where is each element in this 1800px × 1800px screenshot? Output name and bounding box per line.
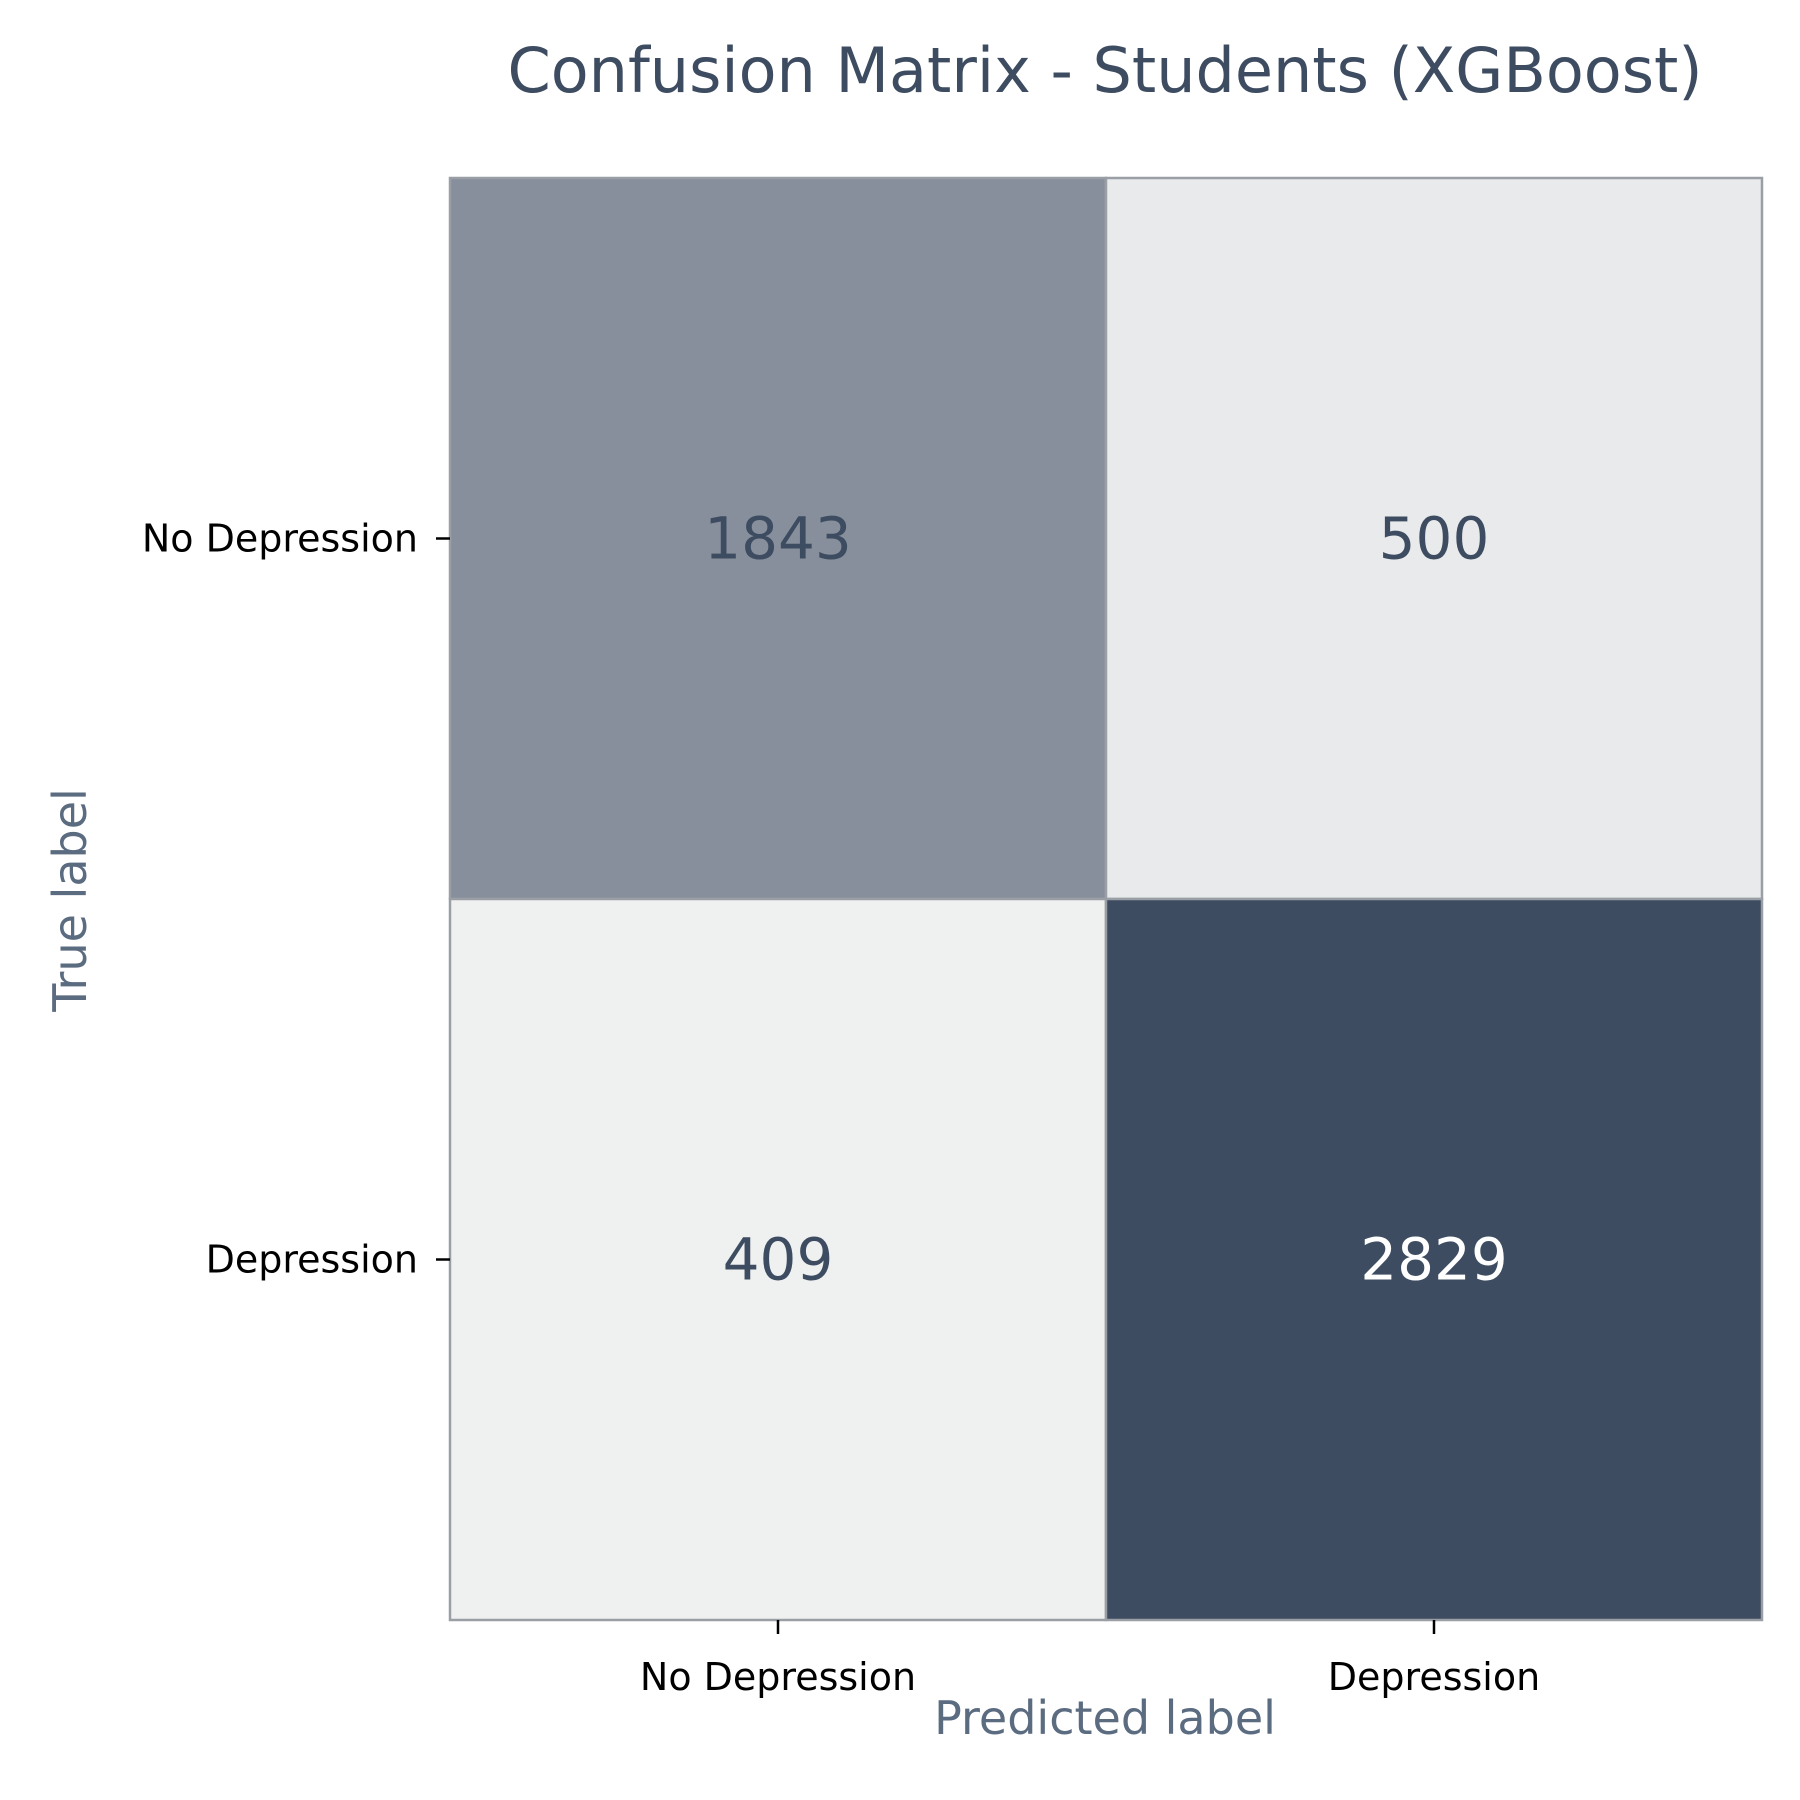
y-tick-label: Depression	[206, 1238, 418, 1282]
heatmap-cell-r0-c0	[448, 176, 1108, 901]
cell-value-r0-c1: 500	[1379, 505, 1490, 573]
x-tick-label: Depression	[1328, 1655, 1540, 1699]
plot-frame	[449, 177, 1763, 1621]
x-tick-label: No Depression	[640, 1655, 916, 1699]
cell-value-r1-c0: 409	[723, 1226, 834, 1294]
y-tick-label: No Depression	[142, 517, 418, 561]
chart-title: Confusion Matrix - Students (XGBoost)	[507, 34, 1702, 107]
cell-value-r0-c0: 1843	[704, 505, 852, 573]
heatmap-cell-r1-c1	[1104, 897, 1764, 1622]
heatmap-cells: 1843 500 409 2829	[448, 176, 1764, 1622]
axis-ticks: No Depression Depression No Depression Depr…	[142, 517, 1540, 1700]
heatmap-cell-r1-c0	[448, 897, 1108, 1622]
y-axis-label: True label	[43, 788, 97, 1013]
heatmap-cell-r0-c1	[1104, 176, 1764, 901]
cell-value-r1-c1: 2829	[1360, 1226, 1508, 1294]
x-axis-label: Predicted label	[934, 1691, 1276, 1745]
